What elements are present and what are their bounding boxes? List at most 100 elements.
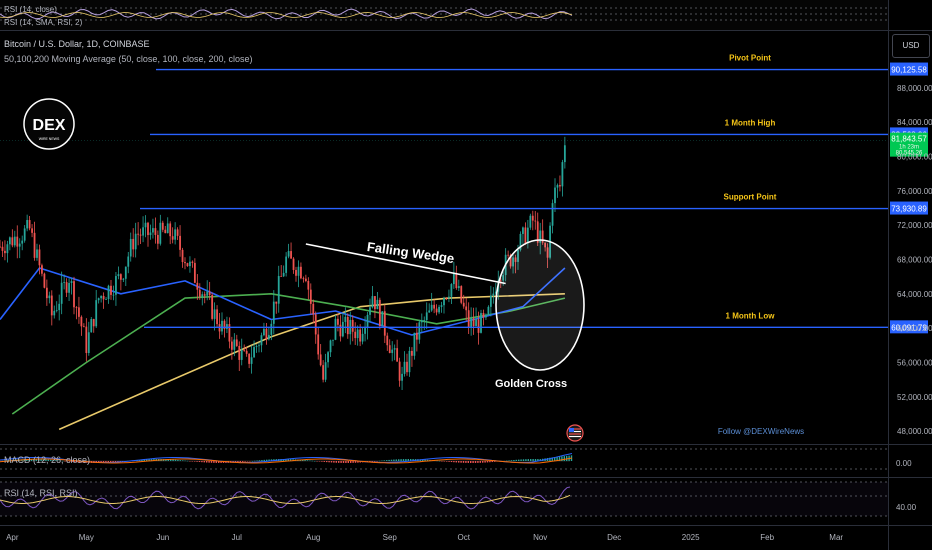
golden-cross-circle bbox=[495, 239, 585, 371]
macd-histogram-bar bbox=[393, 459, 395, 461]
candle bbox=[324, 353, 327, 383]
candle-body bbox=[425, 312, 428, 321]
macd-histogram-bar bbox=[290, 459, 292, 461]
candle bbox=[270, 320, 273, 341]
macd-histogram-bar bbox=[374, 461, 376, 462]
candle-body bbox=[203, 294, 206, 296]
candle bbox=[381, 311, 384, 327]
macd-histogram-bar bbox=[38, 459, 40, 461]
macd-histogram-bar bbox=[261, 460, 263, 461]
candle bbox=[60, 271, 63, 315]
candle-body bbox=[415, 332, 418, 340]
candle-body bbox=[411, 350, 413, 356]
macd-histogram-bar bbox=[174, 459, 177, 461]
candle-body bbox=[6, 244, 9, 254]
candle bbox=[149, 224, 152, 240]
symbol-title[interactable]: Bitcoin / U.S. Dollar, 1D, COINBASE bbox=[4, 39, 150, 49]
candle-body bbox=[134, 233, 137, 250]
candle bbox=[265, 322, 268, 345]
rsi-label[interactable]: RSI (14, RSI, RSI) bbox=[4, 488, 78, 498]
candle-body bbox=[181, 249, 184, 263]
candle-body bbox=[272, 301, 275, 324]
candle bbox=[519, 231, 522, 252]
candle bbox=[243, 344, 246, 352]
macd-histogram-bar bbox=[309, 460, 311, 462]
candle bbox=[142, 216, 144, 243]
candle bbox=[366, 311, 369, 340]
candle bbox=[156, 230, 159, 250]
macd-histogram-bar bbox=[258, 460, 261, 461]
macd-histogram-bar bbox=[477, 461, 479, 463]
candle bbox=[282, 265, 285, 278]
macd-histogram-bar bbox=[352, 461, 354, 463]
candle-body bbox=[221, 320, 223, 332]
candle-body bbox=[285, 256, 288, 273]
y-tick-label: 88,000.00 bbox=[897, 84, 932, 93]
macd-histogram-bar bbox=[347, 461, 349, 463]
macd-histogram-bar bbox=[376, 461, 378, 462]
macd-histogram-bar bbox=[179, 460, 181, 461]
macd-label[interactable]: MACD (12, 26, close) bbox=[4, 455, 91, 465]
current-price-countdown: 1h 23m bbox=[899, 145, 919, 151]
macd-histogram-bar bbox=[40, 459, 42, 461]
candle bbox=[33, 221, 36, 261]
candle-body bbox=[383, 311, 386, 336]
candle bbox=[526, 219, 529, 249]
candle-body bbox=[467, 310, 470, 328]
candle bbox=[507, 250, 510, 259]
candle bbox=[250, 345, 253, 374]
macd-histogram-bar bbox=[146, 459, 148, 461]
candle-body bbox=[472, 318, 475, 327]
candle bbox=[398, 357, 401, 387]
candle bbox=[50, 290, 53, 326]
rsi-line bbox=[0, 486, 571, 510]
candle-body bbox=[307, 280, 310, 290]
macd-histogram-bar bbox=[237, 461, 239, 463]
candle-body bbox=[465, 306, 468, 311]
macd-histogram-bar bbox=[446, 461, 448, 462]
macd-histogram-bar bbox=[549, 457, 551, 461]
candle bbox=[122, 277, 125, 283]
candle-body bbox=[31, 228, 33, 233]
falling-wedge-line bbox=[305, 243, 506, 285]
candle bbox=[92, 318, 95, 333]
indicator-legend[interactable]: 50,100,200 Moving Average (50, close, 10… bbox=[4, 54, 253, 64]
candle bbox=[443, 296, 445, 314]
candle bbox=[329, 339, 332, 357]
candle bbox=[477, 311, 480, 345]
candle bbox=[97, 297, 100, 304]
macd-histogram-bar bbox=[426, 459, 429, 461]
follow-text: Follow @DEXWireNews bbox=[718, 427, 804, 436]
candle-body bbox=[245, 350, 248, 354]
candle bbox=[189, 256, 191, 273]
macd-histogram-bar bbox=[350, 461, 352, 463]
candle bbox=[16, 225, 19, 259]
candle bbox=[455, 265, 458, 290]
candle-body bbox=[440, 305, 443, 307]
candle bbox=[43, 272, 46, 289]
macd-histogram-bar bbox=[441, 461, 443, 462]
macd-histogram-bar bbox=[525, 459, 527, 461]
candle bbox=[378, 297, 381, 330]
candle bbox=[408, 346, 411, 377]
candle bbox=[213, 302, 216, 331]
candle bbox=[70, 277, 73, 295]
currency-button[interactable]: USD bbox=[892, 34, 930, 58]
top-pane-line bbox=[0, 8, 573, 20]
macd-histogram-bar bbox=[534, 459, 537, 461]
candle-body bbox=[58, 303, 61, 311]
candle bbox=[23, 225, 26, 243]
candle bbox=[275, 301, 278, 314]
candle bbox=[430, 292, 433, 312]
candle bbox=[563, 136, 566, 169]
macd-histogram-bar bbox=[110, 461, 112, 463]
macd-histogram-bar bbox=[52, 460, 54, 461]
candle bbox=[388, 339, 391, 354]
x-tick-label: May bbox=[79, 533, 94, 542]
candle bbox=[169, 221, 172, 245]
top-pane-label: RSI (14, close) bbox=[4, 5, 57, 14]
macd-histogram-bar bbox=[460, 461, 462, 463]
candle-body bbox=[223, 320, 226, 329]
macd-histogram-bar bbox=[246, 461, 249, 462]
